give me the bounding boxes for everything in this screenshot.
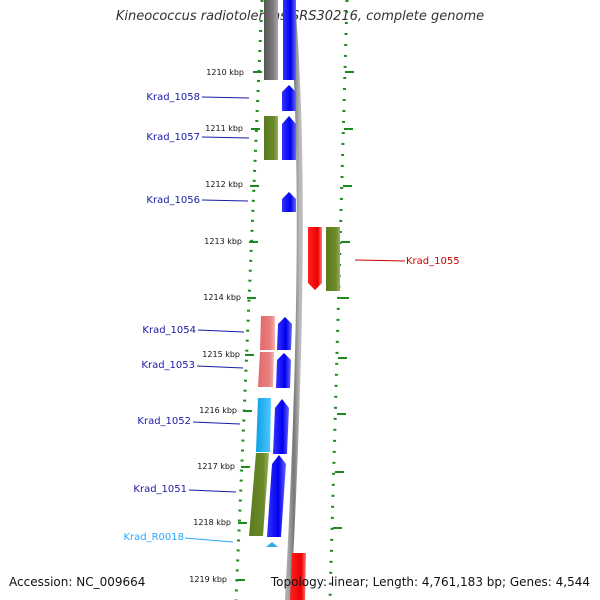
tick-label: 1216 kbp (199, 406, 237, 415)
gene-feature[interactable] (258, 352, 274, 387)
tick-label: 1217 kbp (197, 462, 235, 471)
tick-label: 1210 kbp (206, 68, 244, 77)
gene-feature[interactable] (282, 116, 296, 160)
tick-labels: 1210 kbp 1211 kbp 1212 kbp 1213 kbp 1214… (189, 68, 244, 584)
genome-summary: Topology: linear; Length: 4,761,183 bp; … (270, 575, 590, 589)
right-track-dots (328, 0, 349, 600)
gene-feature[interactable] (282, 85, 296, 111)
genome-title: Kineococcus radiotolerans SRS30216, comp… (115, 9, 485, 24)
gene-label-krad-r0018[interactable]: Krad_R0018 (123, 532, 184, 543)
tick-label: 1211 kbp (205, 124, 243, 133)
gene-labels[interactable]: Krad_1058 Krad_1057 Krad_1056 Krad_1055 … (123, 92, 459, 543)
gene-feature[interactable] (326, 227, 340, 291)
gene-feature[interactable] (260, 316, 275, 350)
left-track-dots (234, 0, 264, 600)
tick-label: 1218 kbp (193, 518, 231, 527)
tick-label: 1213 kbp (204, 237, 242, 246)
gene-feature[interactable] (290, 553, 306, 600)
accession-text: Accession: NC_009664 (9, 575, 146, 589)
gene-feature[interactable] (273, 399, 289, 454)
gene-feature[interactable] (308, 227, 322, 290)
gene-label-krad-1056[interactable]: Krad_1056 (146, 195, 200, 206)
gene-label-krad-1055[interactable]: Krad_1055 (406, 256, 460, 267)
gene-label-krad-1051[interactable]: Krad_1051 (133, 484, 187, 495)
gene-feature[interactable] (277, 317, 292, 350)
rna-feature[interactable] (266, 542, 278, 547)
gene-feature[interactable] (256, 398, 271, 452)
gene-label-krad-1054[interactable]: Krad_1054 (142, 325, 196, 336)
gene-feature[interactable] (264, 0, 278, 80)
label-leaders (184, 96, 406, 543)
gene-feature[interactable] (264, 116, 278, 160)
gene-label-krad-1052[interactable]: Krad_1052 (137, 416, 191, 427)
tick-marks (236, 71, 354, 581)
gene-label-krad-1057[interactable]: Krad_1057 (146, 132, 200, 143)
gene-feature[interactable] (282, 192, 296, 212)
features[interactable] (249, 0, 340, 600)
gene-feature[interactable] (276, 353, 291, 388)
tick-label: 1212 kbp (205, 180, 243, 189)
gene-feature[interactable] (283, 0, 296, 80)
gene-label-krad-1053[interactable]: Krad_1053 (141, 360, 195, 371)
tick-label: 1214 kbp (203, 293, 241, 302)
gene-label-krad-1058[interactable]: Krad_1058 (146, 92, 200, 103)
tick-label: 1219 kbp (189, 575, 227, 584)
gene-feature[interactable] (267, 455, 286, 537)
tick-label: 1215 kbp (202, 350, 240, 359)
gene-feature[interactable] (249, 453, 269, 536)
